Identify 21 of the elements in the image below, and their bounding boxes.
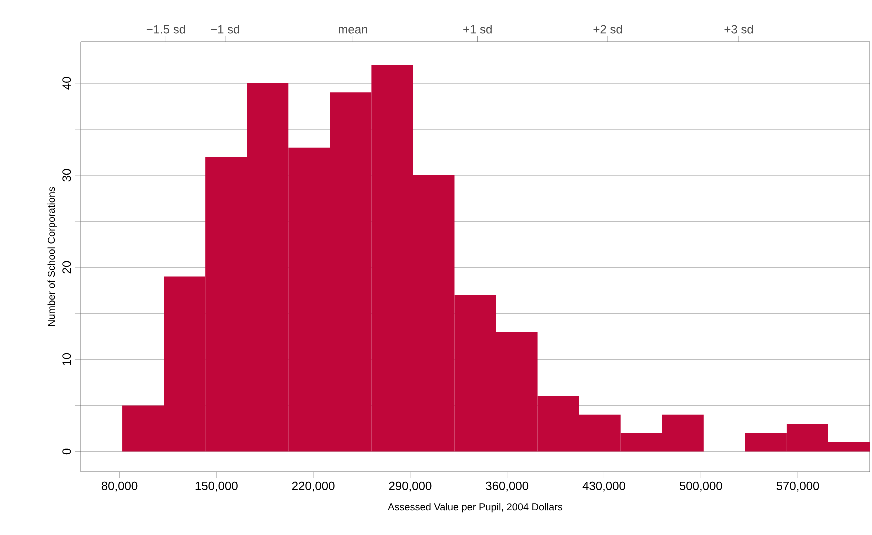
x-tick-label: 570,000 — [776, 482, 820, 492]
x-tick-label: 430,000 — [582, 482, 626, 492]
x-tick-label: 150,000 — [196, 482, 238, 492]
x-tick-label: 360,000 — [486, 482, 529, 492]
y-tick-label: 40 — [62, 77, 72, 90]
y-tick-label: 0 — [62, 448, 72, 455]
y-tick-label: 30 — [62, 169, 72, 182]
y-axis-title: Number of School Corporations — [48, 187, 58, 326]
x-tick-label: 80,000 — [102, 482, 138, 492]
text: −1.5 sd — [146, 24, 186, 34]
x-tick-label: 220,000 — [292, 482, 335, 492]
y-tick-label: 20 — [62, 261, 72, 274]
text: mean — [339, 27, 368, 34]
text: +3 sd — [724, 24, 754, 34]
text: +1 sd — [464, 24, 492, 34]
text: −1 sd — [211, 24, 240, 34]
y-tick-label: 10 — [62, 353, 72, 366]
x-axis-title: Assessed Value per Pupil, 2004 Dollars — [388, 503, 563, 513]
x-tick-label: 290,000 — [389, 482, 432, 492]
x-tick-label: 500,000 — [680, 482, 722, 492]
text: +2 sd — [594, 24, 622, 34]
